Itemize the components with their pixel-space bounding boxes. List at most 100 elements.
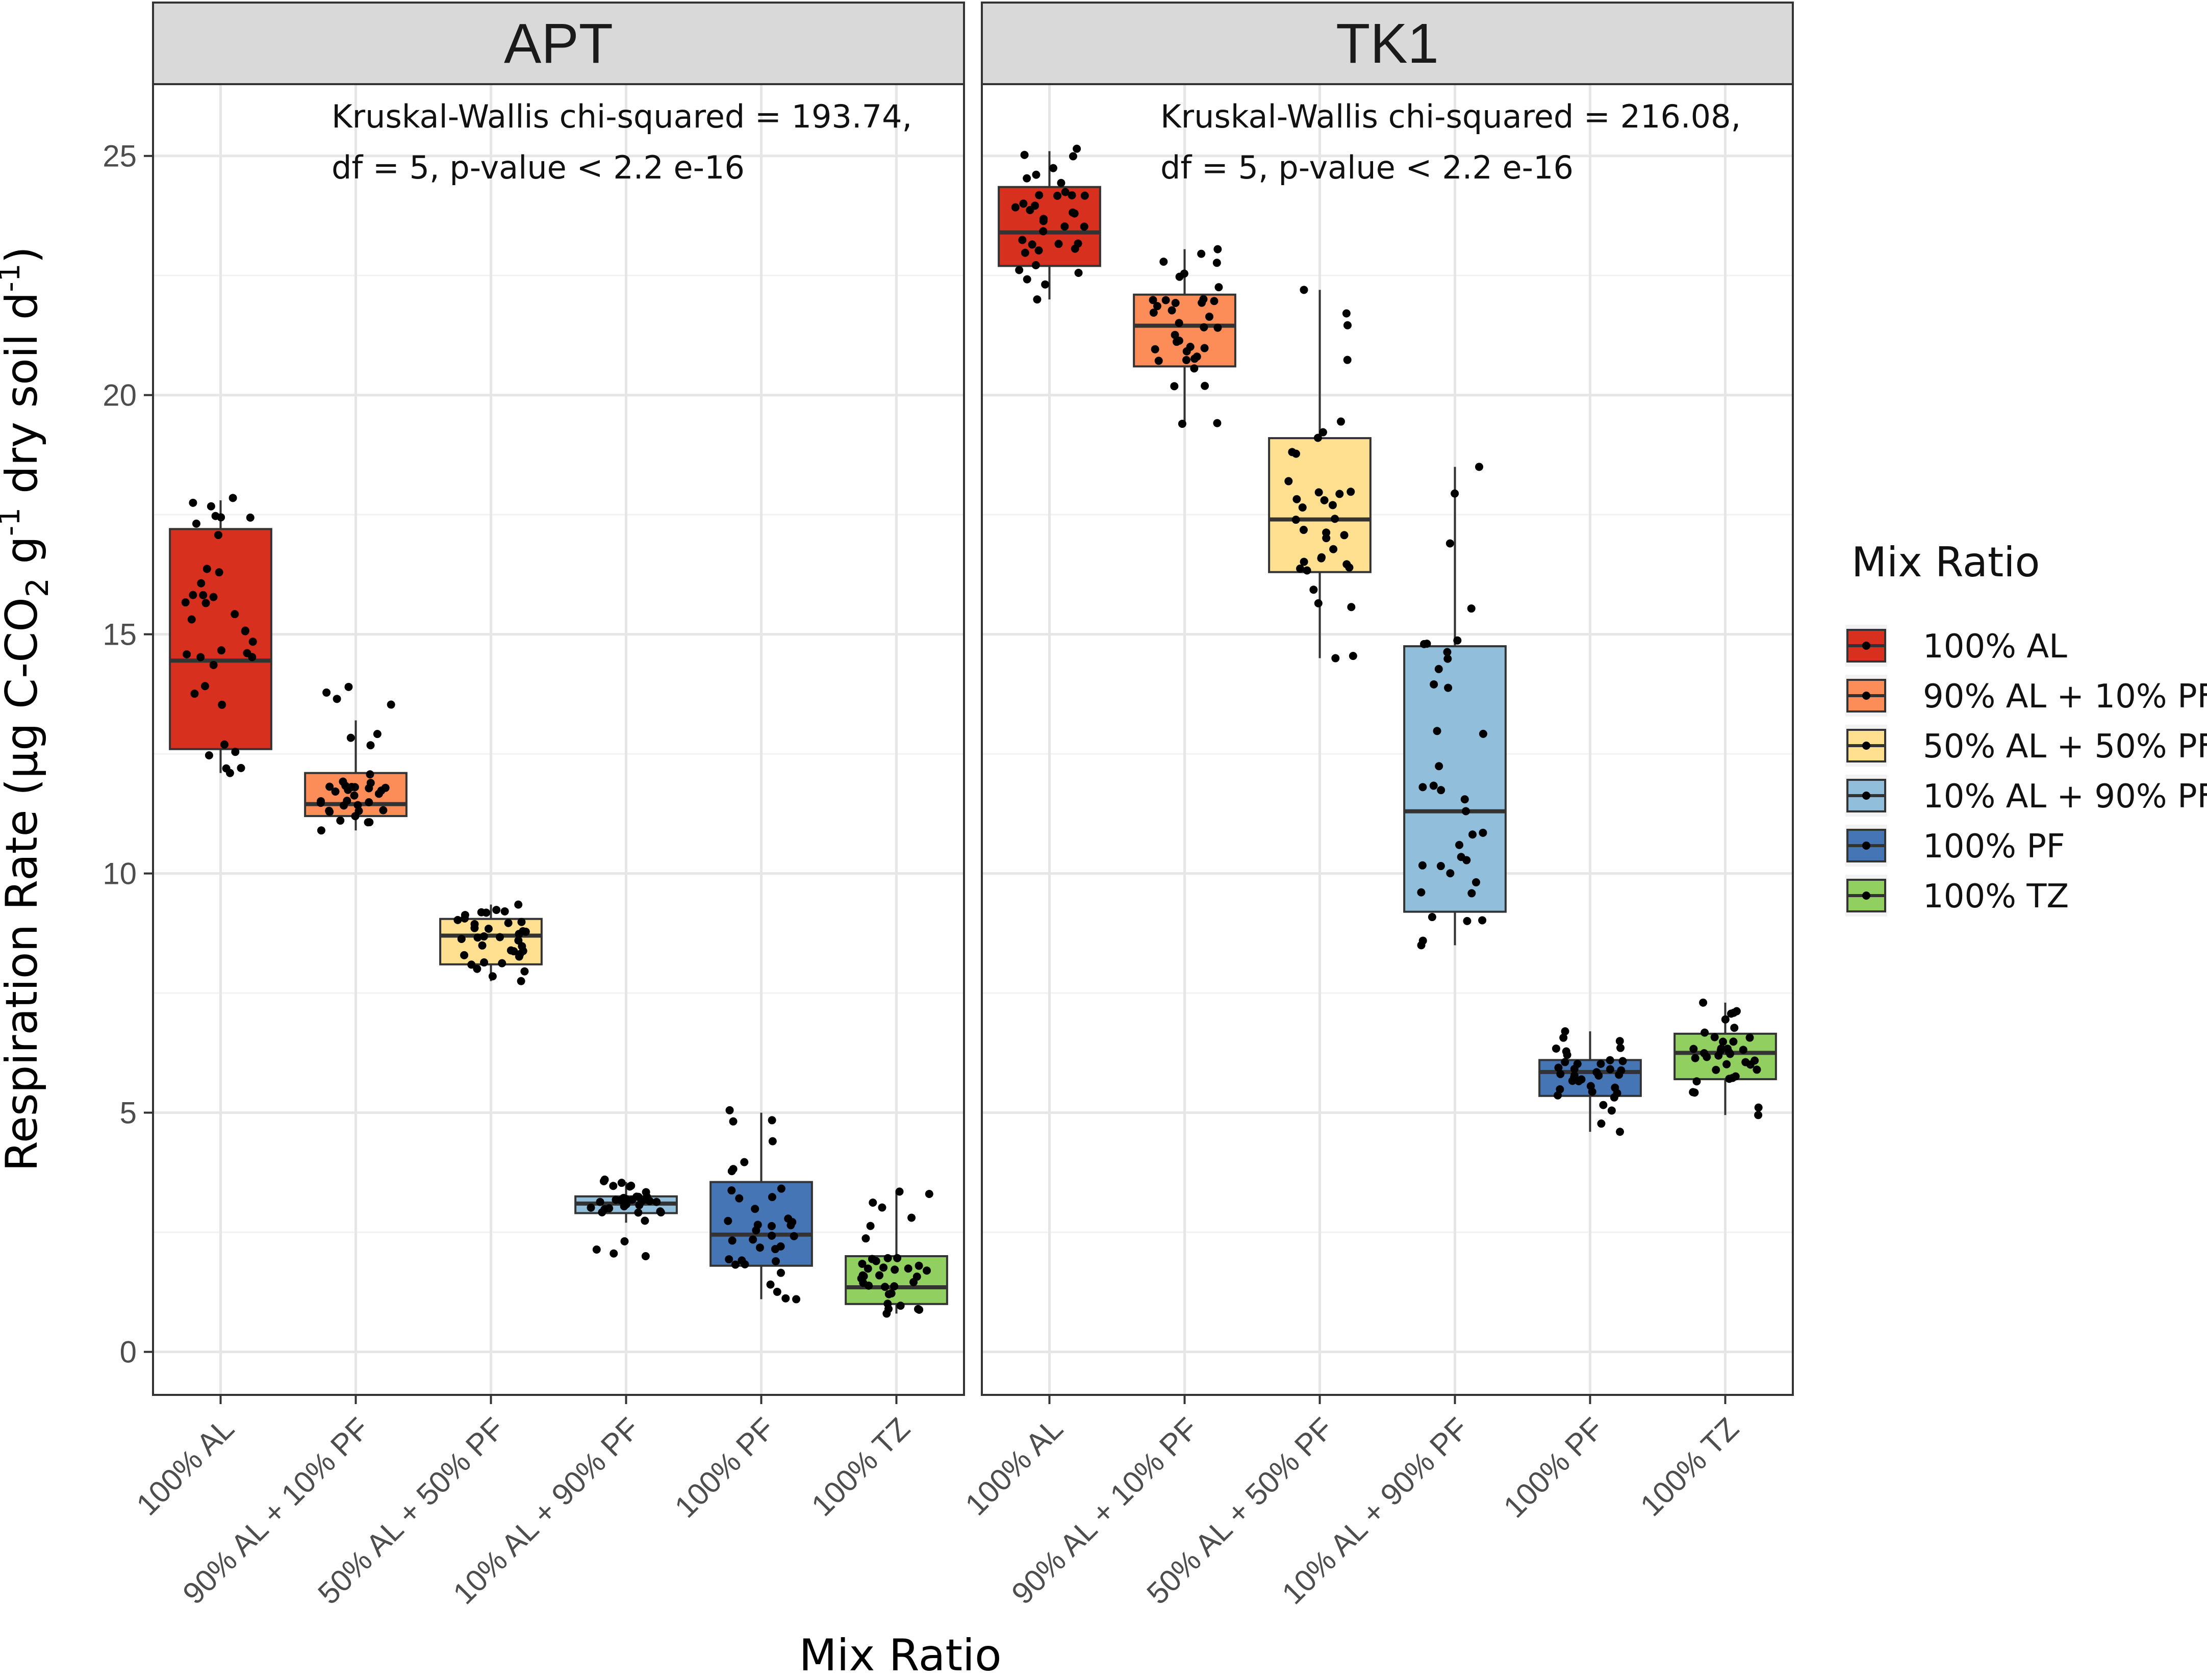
data-point [460, 951, 469, 959]
data-point [1606, 1065, 1614, 1074]
data-point [1745, 1033, 1754, 1042]
data-point [1712, 1065, 1720, 1074]
data-point [1446, 869, 1455, 878]
data-point [1073, 144, 1081, 153]
panel-apt: APT Kruskal-Wallis chi-squared = 193.74, d… [130, 2, 965, 1611]
box-tk1-1 [998, 144, 1101, 304]
data-point [460, 914, 469, 923]
data-point [1472, 878, 1480, 886]
data-point [1069, 152, 1077, 161]
data-point [879, 1263, 888, 1272]
data-point [1336, 417, 1345, 426]
data-point [480, 958, 489, 967]
data-point [866, 1221, 875, 1230]
data-point [1023, 275, 1031, 284]
data-point [1015, 266, 1024, 274]
data-point [209, 593, 218, 601]
data-point [1726, 1050, 1734, 1058]
data-point [1443, 648, 1452, 656]
data-point [1320, 496, 1329, 504]
legend-key-point [1862, 742, 1870, 750]
data-point [496, 933, 504, 941]
data-point [1435, 762, 1443, 771]
data-point [1039, 215, 1048, 223]
data-point [864, 1264, 872, 1273]
strip-background [981, 2, 1794, 85]
data-point [1019, 199, 1028, 208]
data-point [192, 519, 200, 528]
panels-layer: APT Kruskal-Wallis chi-squared = 193.74, d… [130, 2, 1794, 1611]
kruskal-wallis-line-1: Kruskal-Wallis chi-squared = 216.08, [1160, 98, 1741, 135]
data-point [1463, 917, 1472, 925]
data-point [189, 591, 197, 599]
data-point [869, 1198, 877, 1207]
data-point [492, 906, 501, 914]
data-point [912, 1272, 921, 1281]
data-point [1445, 539, 1454, 548]
data-point [201, 599, 210, 607]
data-point [625, 1182, 634, 1191]
legend: Mix Ratio 100% AL 90% AL + 10% PF 50% AL + … [1845, 539, 2207, 917]
data-point [790, 1232, 798, 1240]
data-point [1298, 503, 1307, 512]
data-point [1214, 283, 1223, 292]
legend-label: 90% AL + 10% PF [1923, 678, 2207, 716]
data-point [1314, 488, 1323, 497]
data-point [1175, 319, 1183, 327]
x-tick-label: 100% TZ [1634, 1411, 1745, 1523]
data-point [207, 502, 215, 511]
data-point [1053, 191, 1062, 200]
box-apt-2 [304, 682, 408, 835]
y-tick-label: 25 [103, 139, 137, 173]
data-point [1554, 1063, 1563, 1072]
data-point [890, 1282, 899, 1291]
data-point [199, 591, 208, 599]
data-point [768, 1116, 776, 1125]
data-point [1597, 1119, 1606, 1128]
data-point [784, 1214, 793, 1223]
data-point [1692, 1077, 1701, 1086]
data-point [904, 1264, 912, 1273]
data-point [1175, 337, 1183, 345]
data-point [729, 1117, 738, 1126]
data-point [1722, 1060, 1731, 1068]
data-point [514, 900, 523, 909]
data-point [365, 818, 374, 827]
data-point [331, 787, 340, 796]
data-point [1561, 1058, 1569, 1066]
data-point [725, 1106, 734, 1114]
x-tick-label: 100% AL [958, 1411, 1069, 1522]
data-point [1023, 174, 1031, 183]
data-point [354, 807, 363, 816]
data-point [1347, 603, 1356, 612]
data-point [1074, 239, 1082, 248]
data-point [619, 1193, 628, 1202]
data-point [1296, 564, 1305, 573]
data-point [1049, 164, 1057, 172]
data-point [883, 1300, 892, 1308]
data-point [773, 1287, 781, 1296]
data-point [1032, 170, 1041, 179]
data-point [1479, 828, 1487, 837]
data-point [1478, 916, 1487, 925]
data-point [1479, 729, 1487, 738]
data-point [1618, 1057, 1627, 1065]
data-point [735, 1194, 744, 1203]
data-point [248, 638, 257, 646]
data-point [1159, 258, 1168, 266]
kruskal-wallis-line-1: Kruskal-Wallis chi-squared = 193.74, [332, 98, 912, 135]
data-point [749, 1235, 757, 1244]
data-point [473, 964, 481, 973]
data-point [1434, 665, 1443, 673]
y-tick-label: 15 [103, 618, 137, 652]
data-point [609, 1182, 618, 1190]
data-point [1080, 191, 1089, 200]
data-point [500, 907, 509, 915]
data-point [725, 1255, 733, 1264]
data-point [325, 806, 334, 815]
legend-item: 100% TZ [1845, 875, 2069, 917]
data-point [214, 530, 222, 539]
data-point [1719, 1037, 1728, 1046]
data-point [1151, 345, 1159, 353]
data-point [1714, 1051, 1723, 1060]
